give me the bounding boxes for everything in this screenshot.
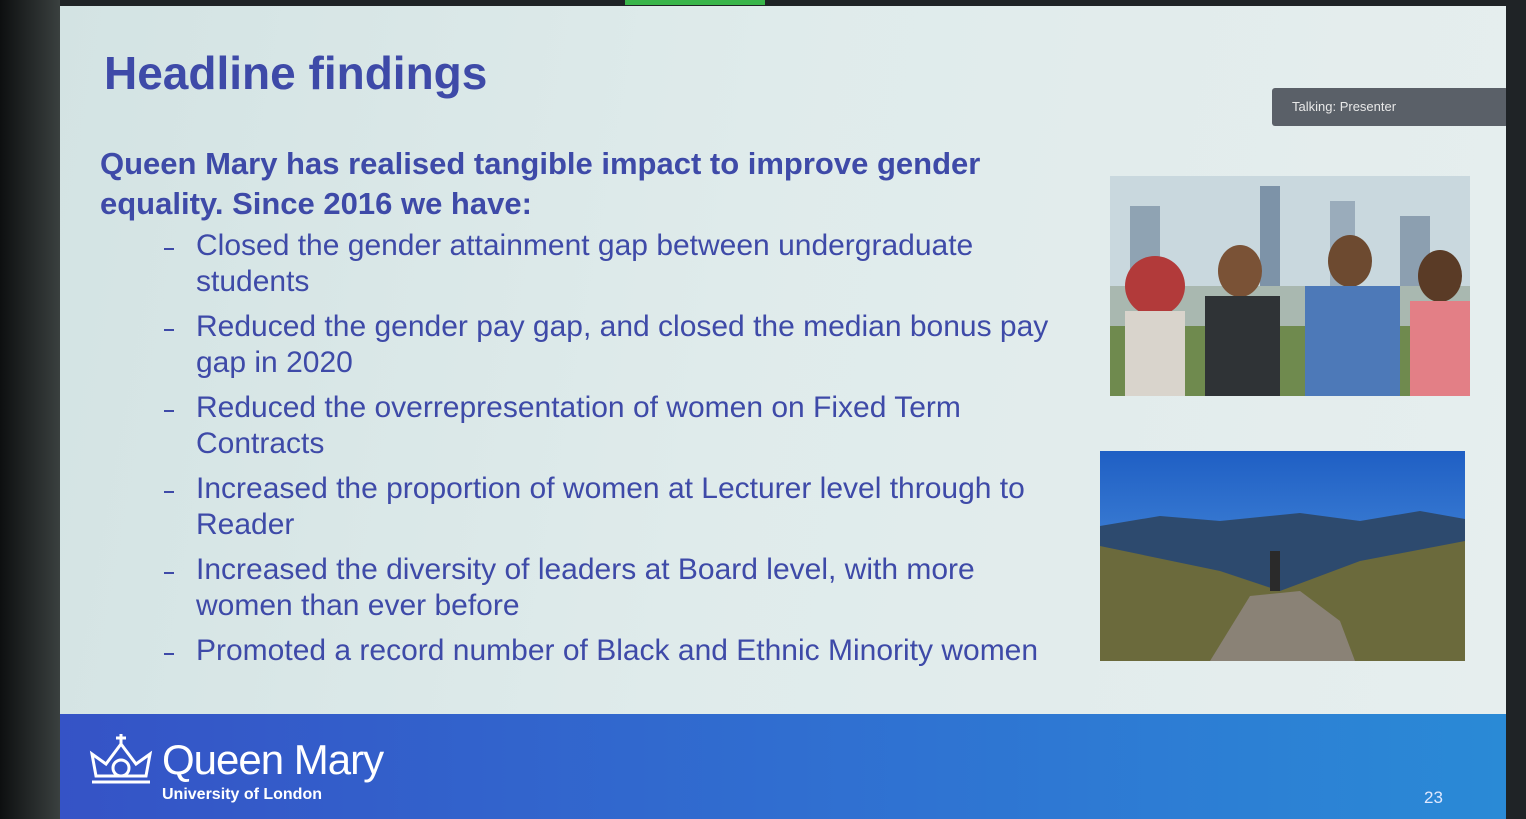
slide: Headline findings Queen Mary has realise…: [60, 6, 1506, 819]
intro: Queen Mary has realised tangible impact …: [100, 144, 1030, 224]
logo-crown: [88, 732, 154, 792]
bullet: Increased the diversity of leaders at Bo…: [160, 552, 1060, 624]
footer: Queen Mary University of London 23: [60, 714, 1506, 819]
screen-edge: [0, 0, 60, 819]
photo-students: [1110, 176, 1470, 396]
page-number: 23: [1424, 788, 1443, 808]
slide-title: Headline findings: [104, 46, 487, 100]
indicator: [625, 0, 765, 5]
speaker-badge: Talking: Presenter: [1272, 88, 1506, 126]
bullet: Promoted a record number of Black and Et…: [160, 633, 1060, 669]
logo-name: Queen Mary: [162, 736, 383, 784]
page: {"slide": { "title": "Headline findings"…: [0, 0, 1526, 819]
bullet: Increased the proportion of women at Lec…: [160, 471, 1060, 543]
photo-mountain: [1100, 451, 1465, 661]
bullet: Closed the gender attainment gap between…: [160, 228, 1060, 300]
bullet-list: Closed the gender attainment gap between…: [160, 228, 1060, 678]
bullet: Reduced the gender pay gap, and closed t…: [160, 309, 1060, 381]
logo-subtitle: University of London: [162, 786, 322, 804]
bullet: Reduced the overrepresentation of women …: [160, 390, 1060, 462]
